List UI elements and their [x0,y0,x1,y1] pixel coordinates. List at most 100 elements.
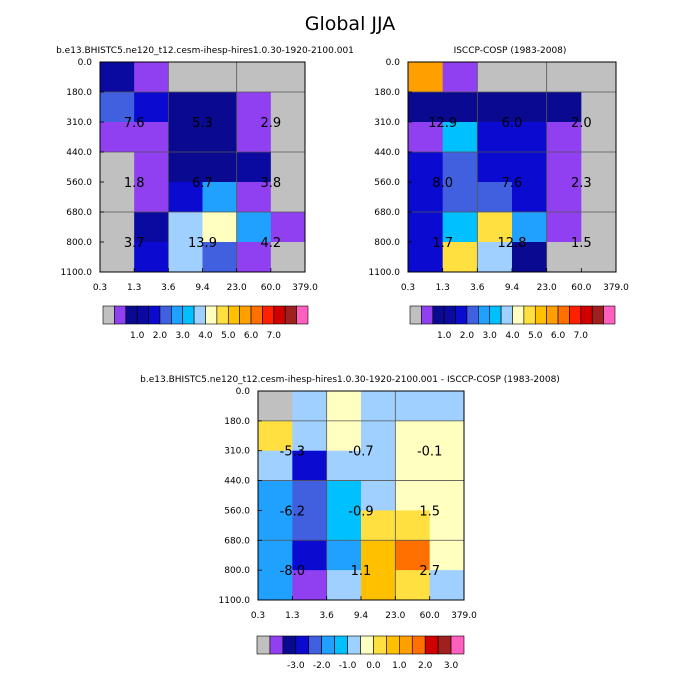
figure-title: Global JJA [305,13,396,35]
x-tick-label: 60.0 [420,611,440,621]
cell-value-label: 1.7 [432,236,453,251]
cell-value-label: 12.8 [498,236,527,251]
heatmap-cell [258,391,293,422]
panel-difference: b.e13.BHISTC5.ne120_t12.cesm-ihesp-hires… [140,375,560,671]
heatmap-cell [236,242,272,273]
colorbar-swatch [424,635,439,655]
colorbar-swatch [500,305,513,325]
heatmap-cell [477,182,513,213]
heatmap-cell [429,391,465,422]
heatmap-cell [270,122,306,153]
colorbar-swatch [399,635,413,655]
cell-value-label: -6.2 [280,504,305,519]
heatmap-cell [134,122,169,153]
colorbar-swatch [450,635,465,655]
heatmap-cell [326,480,362,511]
heatmap-cell [361,540,396,571]
x-tick-label: 3.6 [470,283,485,293]
heatmap-cell [512,92,548,123]
colorbar-label: 2.0 [418,661,433,671]
y-tick-label: 560.0 [66,178,92,188]
heatmap-cell [258,570,293,601]
heatmap-cell [581,212,617,243]
colorbar-swatch [171,305,184,325]
heatmap-cell [292,420,328,452]
y-tick-label: 1100.0 [61,268,93,278]
heatmap-cell [429,480,465,511]
heatmap-cell [546,92,582,123]
panel-title: b.e13.BHISTC5.ne120_t12.cesm-ihesp-hires… [56,46,354,56]
heatmap-cell [326,391,362,422]
heatmap-cell [292,391,328,422]
heatmap-cell [477,152,513,183]
colorbar-swatch [148,305,161,325]
cell-value-label: 13.9 [188,236,217,251]
heatmap-cell [512,152,548,183]
heatmap-cell [326,540,362,571]
heatmap-cell [258,540,293,571]
colorbar-swatch [557,305,570,325]
colorbar-swatch [523,305,536,325]
heatmap-cell [512,242,548,273]
heatmap-cell [202,242,238,273]
colorbar-label: 2.0 [460,331,475,341]
colorbar-swatch [216,305,229,325]
colorbar-label: 2.0 [153,331,168,341]
colorbar-swatch [273,305,286,325]
x-tick-label: 23.0 [385,611,405,621]
y-tick-label: 560.0 [374,178,400,188]
colorbar-label: 5.0 [528,331,543,341]
heatmap-cell [270,152,306,183]
heatmap-cell [292,510,328,541]
colorbar-swatch [136,305,149,325]
colorbar-swatch [603,305,616,325]
heatmap-cell [395,540,431,571]
panel-model: b.e13.BHISTC5.ne120_t12.cesm-ihesp-hires… [56,46,354,341]
heatmap-cell [236,62,272,93]
cell-value-label: 4.2 [260,236,281,251]
heatmap-cell [581,242,617,273]
heatmap-cell [236,212,272,243]
heatmap-cell [168,212,203,243]
cell-value-label: 8.0 [432,176,453,191]
heatmap-cell [100,92,135,123]
x-tick-label: 23.0 [227,283,247,293]
heatmap-cell [408,242,444,273]
colorbar-swatch [569,305,582,325]
heatmap-cell [202,92,238,123]
y-tick-label: 0.0 [236,387,251,397]
colorbar-swatch [386,635,400,655]
y-tick-label: 440.0 [66,148,92,158]
heatmap-cell [395,420,431,452]
y-tick-label: 0.0 [78,58,93,68]
colorbar-swatch [437,635,452,655]
heatmap-cell [581,182,617,213]
heatmap-cell [581,92,617,123]
heatmap-cell [442,212,478,243]
heatmap-cell [581,122,617,153]
heatmap-cell [442,242,478,273]
heatmap-cell [134,242,169,273]
heatmap-cell [202,182,238,213]
colorbar-swatch [466,305,479,325]
heatmap-cell [477,62,513,93]
colorbar-swatch [114,305,127,325]
y-tick-label: 1100.0 [219,596,251,606]
colorbar-swatch [193,305,206,325]
heatmap-cell [100,62,135,93]
heatmap-cell [408,152,444,183]
colorbar-swatch [296,305,309,325]
colorbar-swatch [125,305,138,325]
heatmap-cell [546,152,582,183]
heatmap-cell [236,122,272,153]
cell-value-label: 2.7 [419,564,440,579]
heatmap-cell [292,570,328,601]
colorbar-swatch [334,635,348,655]
heatmap-cell [361,420,396,452]
heatmap-cell [408,182,444,213]
heatmap-cell [408,92,444,123]
heatmap-cell [442,182,478,213]
x-tick-label: 3.6 [320,611,335,621]
panel-title: ISCCP-COSP (1983-2008) [454,46,567,56]
heatmap-cell [134,62,169,93]
